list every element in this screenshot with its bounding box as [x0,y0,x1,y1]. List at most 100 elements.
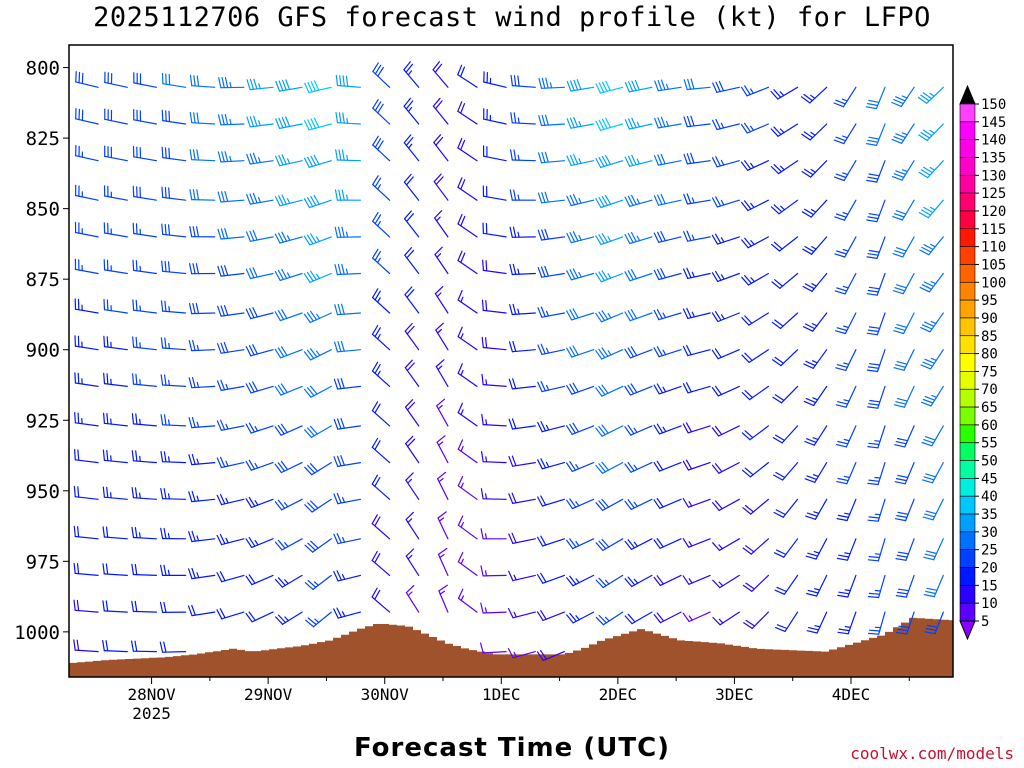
credit-link[interactable]: coolwx.com/models [850,744,1014,763]
barb-full [404,286,413,296]
barb-full [76,639,80,651]
barb-half [604,579,610,585]
barb-full [921,441,933,447]
barb-full [868,286,881,290]
wind-barb [538,77,566,89]
barb-full [630,383,638,394]
barb-full [513,189,517,201]
colorbar-segment [959,353,976,372]
barb-full [105,563,109,575]
barb-half [874,589,882,592]
barb-full [336,532,342,544]
barb-full [435,136,444,146]
barb-full [601,310,609,320]
barb-half [316,350,321,356]
barb-full [334,226,338,238]
wind-barb [712,80,740,93]
barb-full [835,213,847,218]
wind-barb [371,514,391,540]
wind-barb [741,272,770,286]
barb-full [770,206,780,215]
barb-full [277,462,286,472]
barb-full [624,348,632,359]
barb-half [377,333,381,340]
wind-barb [434,286,449,314]
barb-full [307,579,317,588]
barb-half [196,458,200,465]
barb-half [929,166,936,171]
wind-barb [896,611,915,635]
barb-half [139,379,141,386]
barb-full [274,348,282,359]
barb-full [566,539,574,550]
barb-full [481,336,484,349]
barb-full [460,215,466,227]
barb-full [103,335,106,348]
barb-half [139,455,141,462]
barb-half [254,500,259,506]
barb-full [541,114,546,126]
wind-barb [711,462,740,474]
wind-barb [189,74,216,88]
wind-barb [74,221,99,238]
wind-barb [865,86,886,110]
barb-full [536,611,544,622]
barb-full [374,251,381,261]
barb-half [633,501,638,507]
barb-full [192,263,196,275]
barb-full [510,74,514,87]
wind-barb [187,604,216,617]
wind-barb [919,272,944,293]
barb-full [404,323,413,332]
barb-full [806,630,818,634]
barb-full [598,156,605,167]
barb-half [517,194,520,201]
barb-full [894,444,906,448]
barb-full [314,80,320,91]
wind-barb [566,154,595,166]
wind-barb [804,425,828,446]
barb-full [303,313,311,324]
barb-full [566,232,572,244]
barb-full [277,347,285,358]
barb-full [865,106,878,110]
barb-half [749,88,755,94]
barb-full [372,288,379,299]
colorbar-segment [959,406,976,426]
barb-full [460,103,466,114]
barb-full [802,326,814,332]
barb-full [569,154,576,166]
wind-barb [216,533,245,546]
barb-full [218,77,222,89]
barb-full [631,117,637,129]
colorbar-label: 5 [981,614,989,630]
barb-full [740,123,748,134]
barb-full [836,364,848,368]
barb-full [686,345,692,356]
barb-full [164,300,167,312]
barb-full [682,460,690,471]
wind-barb [653,574,682,587]
barb-full [160,337,164,349]
colorbar-label: 85 [981,329,998,345]
barb-full [893,136,905,142]
wind-barb [246,78,274,91]
barb-full [920,209,932,216]
barb-full [336,492,342,504]
wind-barb [653,268,682,281]
wind-barb [773,538,799,558]
barb-full [627,118,634,129]
barb-full [164,187,167,199]
barb-full [657,79,663,91]
barb-full [771,281,781,289]
wind-barb [305,611,332,628]
wind-barb [892,199,915,221]
colorbar-label: 130 [981,168,1006,184]
barb-half [842,248,849,252]
barb-full [481,451,484,463]
wind-barb [103,185,128,201]
barb-full [598,577,607,587]
wind-barb [372,135,391,162]
barb-full [508,607,514,619]
wind-barb [404,359,420,387]
